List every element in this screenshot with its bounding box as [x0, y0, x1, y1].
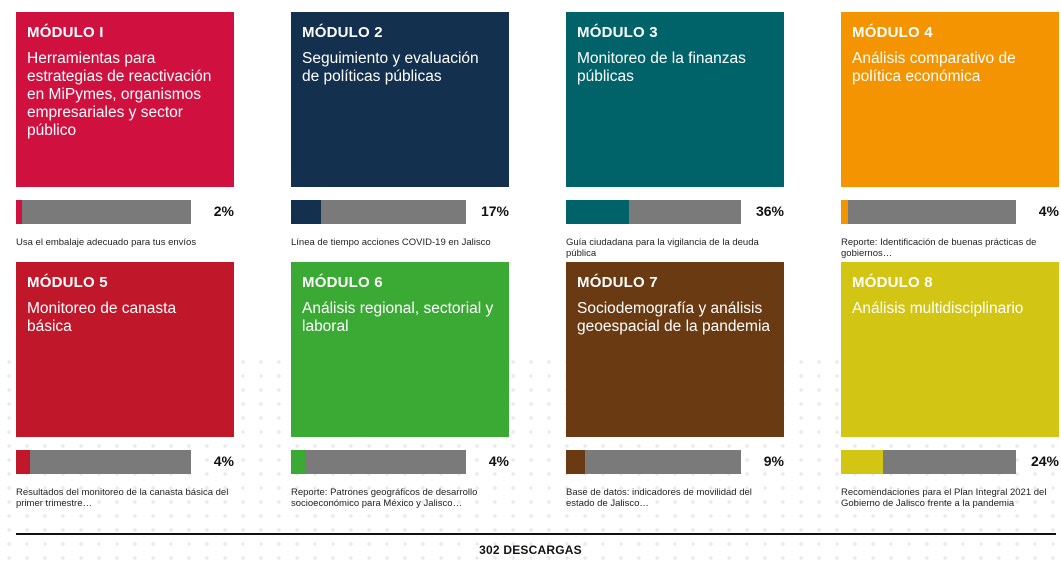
progress-fill	[841, 200, 848, 224]
module-card[interactable]: MÓDULO 2 Seguimiento y evaluación de pol…	[291, 12, 509, 187]
progress-bar: 4%	[291, 450, 509, 474]
module-title: MÓDULO 4	[852, 24, 933, 41]
progress-track	[291, 450, 466, 474]
progress-bar: 36%	[566, 200, 784, 224]
progress-fill	[16, 200, 22, 224]
module-description: Monitoreo de la finanzas públicas	[577, 50, 746, 85]
module-resource-link[interactable]: Reporte: Patrones geográficos de desarro…	[291, 487, 478, 509]
module-resource-link[interactable]: Resultados del monitoreo de la canasta b…	[16, 487, 229, 509]
module-title: MÓDULO 2	[302, 24, 383, 41]
module-title: MÓDULO I	[27, 24, 104, 41]
progress-track	[16, 200, 191, 224]
module-title: MÓDULO 5	[27, 274, 108, 291]
module-resource-link[interactable]: Guía ciudadana para la vigilancia de la …	[566, 237, 759, 259]
module-card[interactable]: MÓDULO 8 Análisis multidisciplinario	[841, 262, 1059, 437]
module-title: MÓDULO 3	[577, 24, 658, 41]
module-resource-link[interactable]: Usa el embalaje adecuado para tus envíos	[16, 237, 197, 248]
module-description: Sociodemografía y análisis geoespacial d…	[577, 300, 771, 335]
progress-percent: 4%	[488, 453, 509, 469]
progress-percent: 4%	[1038, 203, 1059, 219]
module-card[interactable]: MÓDULO 4 Análisis comparativo de polític…	[841, 12, 1059, 187]
progress-fill	[291, 200, 321, 224]
module-8[interactable]: MÓDULO 8 Análisis multidisciplinario 24%…	[841, 262, 1059, 509]
module-card[interactable]: MÓDULO 5 Monitoreo de canasta básica	[16, 262, 234, 437]
module-1[interactable]: MÓDULO I Herramientas para estrategias d…	[16, 12, 234, 248]
module-6[interactable]: MÓDULO 6 Análisis regional, sectorial y …	[291, 262, 509, 509]
module-title: MÓDULO 7	[577, 274, 658, 291]
progress-percent: 2%	[213, 203, 234, 219]
progress-track	[566, 450, 741, 474]
module-card[interactable]: MÓDULO 6 Análisis regional, sectorial y …	[291, 262, 509, 437]
progress-track	[16, 450, 191, 474]
module-resource-link[interactable]: Base de datos: indicadores de movilidad …	[566, 487, 752, 509]
progress-bar: 4%	[841, 200, 1059, 224]
module-5[interactable]: MÓDULO 5 Monitoreo de canasta básica 4% …	[16, 262, 234, 509]
module-3[interactable]: MÓDULO 3 Monitoreo de la finanzas públic…	[566, 12, 784, 259]
module-title: MÓDULO 6	[302, 274, 383, 291]
progress-track	[841, 200, 1016, 224]
module-description: Análisis multidisciplinario	[852, 300, 1024, 317]
progress-percent: 24%	[1030, 453, 1059, 469]
module-description: Seguimiento y evaluación de políticas pú…	[302, 50, 479, 85]
module-4[interactable]: MÓDULO 4 Análisis comparativo de polític…	[841, 12, 1059, 259]
progress-fill	[841, 450, 883, 474]
footer-divider	[16, 533, 1056, 535]
module-card[interactable]: MÓDULO I Herramientas para estrategias d…	[16, 12, 234, 187]
progress-fill	[291, 450, 305, 474]
module-title: MÓDULO 8	[852, 274, 933, 291]
module-resource-link[interactable]: Línea de tiempo acciones COVID-19 en Jal…	[291, 237, 491, 248]
downloads-count: 302 DESCARGAS	[479, 543, 582, 557]
module-card[interactable]: MÓDULO 7 Sociodemografía y análisis geoe…	[566, 262, 784, 437]
progress-bar: 9%	[566, 450, 784, 474]
module-description: Análisis comparativo de política económi…	[852, 50, 1016, 85]
progress-fill	[566, 200, 629, 224]
module-description: Herramientas para estrategias de reactiv…	[27, 50, 212, 139]
progress-percent: 4%	[213, 453, 234, 469]
module-card[interactable]: MÓDULO 3 Monitoreo de la finanzas públic…	[566, 12, 784, 187]
module-resource-link[interactable]: Reporte: Identificación de buenas prácti…	[841, 237, 1037, 259]
progress-percent: 17%	[480, 203, 509, 219]
module-2[interactable]: MÓDULO 2 Seguimiento y evaluación de pol…	[291, 12, 509, 248]
module-resource-link[interactable]: Recomendaciones para el Plan Integral 20…	[841, 487, 1047, 509]
progress-fill	[16, 450, 30, 474]
module-description: Monitoreo de canasta básica	[27, 300, 177, 335]
progress-bar: 2%	[16, 200, 234, 224]
progress-percent: 9%	[763, 453, 784, 469]
progress-bar: 4%	[16, 450, 234, 474]
module-7[interactable]: MÓDULO 7 Sociodemografía y análisis geoe…	[566, 262, 784, 509]
progress-fill	[566, 450, 585, 474]
progress-bar: 17%	[291, 200, 509, 224]
progress-bar: 24%	[841, 450, 1059, 474]
progress-percent: 36%	[755, 203, 784, 219]
module-description: Análisis regional, sectorial y laboral	[302, 300, 494, 335]
